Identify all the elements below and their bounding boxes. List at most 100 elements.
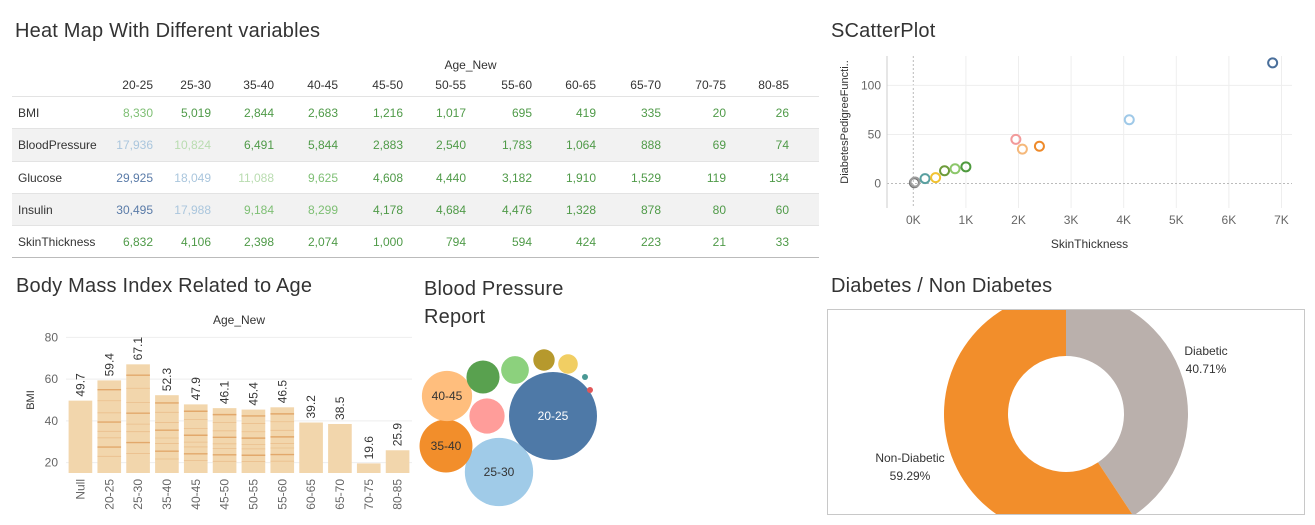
heatmap-cell[interactable]: 5,019 bbox=[180, 106, 211, 120]
heatmap-cell[interactable]: 20 bbox=[712, 106, 726, 120]
bmi-bar[interactable] bbox=[155, 395, 179, 473]
blood-pressure-bubble[interactable] bbox=[558, 354, 578, 374]
heatmap-cell[interactable]: 419 bbox=[575, 106, 596, 120]
bmi-bar[interactable] bbox=[270, 407, 295, 473]
heatmap-cell[interactable]: 794 bbox=[445, 235, 466, 250]
bmi-bar[interactable] bbox=[68, 400, 93, 473]
blood-pressure-bubble[interactable] bbox=[509, 372, 597, 460]
scatter-point[interactable] bbox=[949, 163, 961, 175]
heatmap-cell[interactable]: 4,684 bbox=[435, 202, 466, 217]
bmi-bar[interactable] bbox=[183, 404, 208, 473]
scatter-point[interactable] bbox=[960, 161, 972, 173]
heatmap-cell[interactable]: 17,988 bbox=[174, 202, 211, 217]
heatmap-cell[interactable]: 134 bbox=[768, 170, 789, 185]
bmi-bar-chart[interactable]: Age_New 20 40 60 80 BMI 49.7 Null 59.4 20-25 67.1 2… bbox=[10, 305, 415, 520]
blood-pressure-bubble[interactable] bbox=[419, 419, 473, 473]
bmi-bar[interactable] bbox=[241, 409, 266, 473]
heatmap-cell[interactable]: 6,832 bbox=[122, 235, 153, 250]
heatmap-cell[interactable]: 3,182 bbox=[501, 170, 532, 185]
donut-slice[interactable] bbox=[1066, 310, 1188, 514]
heatmap-cell[interactable]: 594 bbox=[511, 235, 532, 250]
heatmap-cell[interactable]: 9,625 bbox=[307, 170, 338, 185]
bmi-bar[interactable] bbox=[97, 380, 122, 473]
heatmap-cell[interactable]: 1,216 bbox=[372, 106, 403, 120]
scatter-point[interactable] bbox=[909, 176, 921, 188]
heatmap-cell[interactable]: 5,844 bbox=[307, 138, 338, 153]
heatmap-cell[interactable]: 695 bbox=[511, 106, 532, 120]
blood-pressure-bubble[interactable] bbox=[464, 437, 534, 507]
heatmap-cell[interactable]: 4,178 bbox=[372, 202, 403, 217]
heatmap-cell[interactable]: 1,328 bbox=[565, 202, 596, 217]
heatmap-cell[interactable]: 69 bbox=[712, 138, 726, 153]
scatter-point[interactable] bbox=[1010, 133, 1022, 145]
scatter-point[interactable] bbox=[1123, 114, 1135, 126]
scatter-point[interactable] bbox=[930, 172, 942, 184]
scatter-point[interactable] bbox=[1033, 140, 1045, 152]
blood-pressure-bubble[interactable] bbox=[587, 387, 593, 393]
heatmap-cell[interactable]: 878 bbox=[640, 202, 661, 217]
heatmap-cell[interactable]: 1,000 bbox=[372, 235, 403, 250]
heatmap-cell[interactable]: 33 bbox=[775, 235, 789, 250]
heatmap-cell[interactable]: 80 bbox=[712, 202, 726, 217]
heatmap-cell[interactable]: 11,088 bbox=[238, 170, 274, 185]
heatmap-cell[interactable]: 335 bbox=[640, 106, 661, 120]
heatmap-cell[interactable]: 4,106 bbox=[180, 235, 211, 250]
heatmap-cell[interactable]: 1,529 bbox=[630, 170, 661, 185]
heatmap-cell[interactable]: 2,540 bbox=[435, 138, 466, 153]
blood-pressure-bubble-chart[interactable]: 20-25 25-30 35-40 40-45 bbox=[415, 340, 610, 520]
heatmap-cell[interactable]: 4,440 bbox=[435, 170, 466, 185]
bmi-bar[interactable] bbox=[328, 423, 352, 473]
heatmap-cell[interactable]: 26 bbox=[775, 106, 789, 120]
scatter-point[interactable] bbox=[1016, 143, 1028, 155]
diabetes-donut-chart[interactable]: Diabetic 40.71% Non-Diabetic 59.29% bbox=[828, 310, 1304, 514]
heatmap-cell[interactable]: 74 bbox=[775, 138, 789, 153]
heatmap-cell[interactable]: 424 bbox=[575, 235, 596, 250]
bmi-bar[interactable] bbox=[356, 463, 381, 473]
heatmap-cell[interactable]: 223 bbox=[640, 235, 661, 250]
blood-pressure-bubble[interactable] bbox=[533, 349, 555, 371]
bmi-bar[interactable] bbox=[299, 422, 323, 473]
scatter-point[interactable] bbox=[919, 173, 931, 185]
bmi-bar[interactable] bbox=[212, 408, 237, 473]
heatmap-cell[interactable]: 17,936 bbox=[116, 138, 153, 153]
blood-pressure-bubble[interactable] bbox=[466, 360, 500, 394]
blood-pressure-title-line2: Report bbox=[424, 306, 486, 328]
blood-pressure-bubble[interactable] bbox=[582, 374, 588, 380]
bmi-bar[interactable] bbox=[385, 450, 410, 473]
heatmap-cell[interactable]: 119 bbox=[706, 170, 726, 185]
donut-slice[interactable] bbox=[944, 310, 1133, 514]
heatmap-row: Glucose 29,925 18,049 11,088 9,625 4,608 4,440… bbox=[12, 160, 819, 194]
heatmap-cell[interactable]: 2,683 bbox=[307, 106, 338, 120]
heatmap-cell[interactable]: 29,925 bbox=[116, 170, 153, 185]
blood-pressure-bubble[interactable] bbox=[501, 356, 529, 384]
heatmap-cell[interactable]: 4,608 bbox=[372, 170, 403, 185]
scatter-plot[interactable]: 0K 1K 2K 3K 4K 5K 6K 7K 0 50 100 SkinThickness Diabe… bbox=[830, 48, 1308, 258]
blood-pressure-bubble[interactable] bbox=[469, 398, 505, 434]
heatmap-cell[interactable]: 6,491 bbox=[243, 138, 274, 153]
heatmap-cell[interactable]: 888 bbox=[640, 138, 661, 153]
heatmap-cell[interactable]: 21 bbox=[712, 235, 726, 250]
heatmap-cell[interactable]: 60 bbox=[775, 202, 789, 217]
heatmap-cell[interactable]: 1,910 bbox=[565, 170, 596, 185]
heatmap-cell[interactable]: 4,476 bbox=[501, 202, 532, 217]
heatmap-cell[interactable]: 8,330 bbox=[122, 106, 153, 120]
heatmap-cell[interactable]: 1,783 bbox=[501, 138, 532, 153]
heatmap-cell[interactable]: 2,398 bbox=[243, 235, 274, 250]
scatter-point[interactable] bbox=[1267, 57, 1279, 69]
heatmap-cell[interactable]: 1,017 bbox=[435, 106, 466, 120]
bmi-bar-value-label: 38.5 bbox=[333, 396, 347, 420]
bmi-bar[interactable] bbox=[126, 364, 150, 473]
heatmap-cell[interactable]: 18,049 bbox=[174, 170, 211, 185]
heatmap-cell[interactable]: 10,824 bbox=[174, 138, 211, 153]
heatmap-cell[interactable]: 2,844 bbox=[243, 106, 274, 120]
blood-pressure-bubble[interactable] bbox=[421, 370, 473, 422]
scatter-point[interactable] bbox=[939, 165, 951, 177]
heatmap-column-header-cell: 20-25 bbox=[122, 78, 153, 92]
heatmap-cell[interactable]: 1,064 bbox=[565, 138, 596, 153]
heatmap-cell[interactable]: 2,074 bbox=[307, 235, 338, 250]
heatmap-cell[interactable]: 2,883 bbox=[372, 138, 403, 153]
scatter-x-tick-label: 5K bbox=[1169, 213, 1184, 227]
heatmap-cell[interactable]: 8,299 bbox=[307, 202, 338, 217]
heatmap-cell[interactable]: 9,184 bbox=[243, 202, 274, 217]
heatmap-cell[interactable]: 30,495 bbox=[116, 202, 153, 217]
